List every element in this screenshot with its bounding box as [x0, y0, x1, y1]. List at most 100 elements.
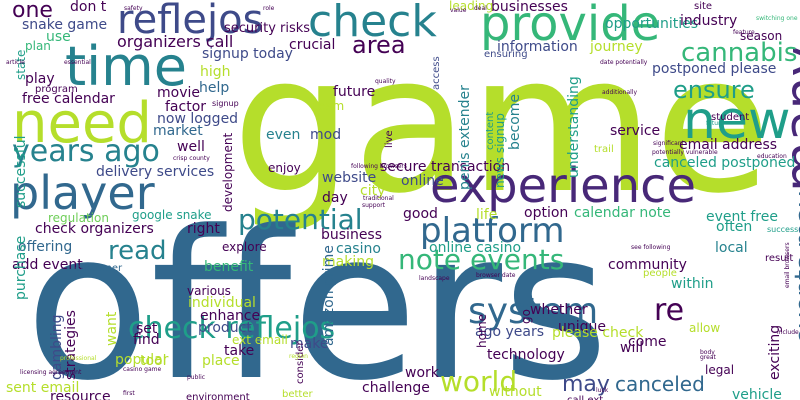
word-amazon-prime: amazon prime: [321, 245, 337, 346]
word-option: option: [524, 205, 569, 221]
word-home: home: [475, 313, 489, 348]
word-community: community: [608, 257, 687, 273]
word-leading: leading: [449, 0, 494, 13]
word-opportunities: opportunities: [605, 16, 699, 32]
word-city: city: [360, 183, 386, 199]
word-whether: whether: [530, 302, 588, 318]
word-online-casino: online casino: [429, 240, 522, 256]
word-team: team: [313, 99, 345, 113]
word-even: even: [266, 127, 301, 143]
word-luck: luck: [596, 387, 609, 394]
word-popular: popular: [115, 352, 169, 368]
word-signup-today: signup today: [202, 46, 293, 62]
word-canceled-postponed: canceled postponed: [654, 155, 796, 171]
word-unique: unique: [558, 319, 607, 335]
word-website: website: [322, 170, 377, 186]
word-day: day: [322, 190, 348, 206]
word-crisp-county: crisp county: [173, 155, 210, 162]
word-journey: journey: [590, 39, 643, 55]
word-postponed-please: postponed please: [652, 61, 777, 77]
word-world: world: [440, 365, 518, 398]
word-may: may: [562, 372, 610, 397]
word-browser-date: browser date: [476, 272, 516, 279]
word-market: market: [153, 123, 203, 139]
word-signup: signup: [212, 99, 239, 108]
word-safety: safety: [124, 5, 143, 12]
word-body: body: [700, 349, 715, 356]
word-trail: trail: [594, 144, 614, 155]
word-consider: consider: [295, 341, 306, 384]
word-place: place: [202, 353, 240, 369]
word-ensure: ensure: [673, 76, 755, 104]
word-quality: quality: [375, 78, 396, 85]
word-education: education: [757, 153, 787, 160]
word-role: role: [263, 5, 275, 12]
word-please-check: please check: [552, 325, 644, 341]
word-support: support: [362, 202, 386, 209]
word-note-events: note events: [398, 243, 565, 276]
word-google-snake: google snake: [132, 208, 212, 222]
word-crucial: crucial: [289, 37, 336, 53]
word-industry: industry: [680, 13, 738, 29]
word-check-reflejos: check reflejos: [128, 311, 336, 346]
word-high: high: [200, 64, 231, 80]
word-people: people: [643, 268, 677, 279]
word-event-free: event free: [706, 209, 778, 225]
word-value: value: [450, 7, 467, 14]
word-deal: deal: [474, 5, 487, 12]
word-essential: essential: [64, 59, 91, 66]
word-often: often: [716, 219, 753, 235]
word-development: development: [221, 132, 235, 212]
word-feature: feature: [733, 29, 755, 36]
word-email-browsers: email browsers: [784, 242, 791, 288]
word-access: access: [431, 56, 442, 90]
word-want: want: [104, 311, 120, 346]
word-snake-game: snake game: [22, 17, 108, 33]
word-help: help: [199, 80, 230, 96]
word-well: well: [177, 139, 205, 155]
word-technology: technology: [487, 347, 565, 363]
word-licensing-agreement: licensing agreement: [20, 369, 82, 376]
word-ago-years: ago years: [475, 324, 545, 340]
word-casino-game: casino game: [123, 366, 162, 373]
word-factor: factor: [165, 99, 207, 115]
word-good: good: [403, 206, 438, 222]
word-environment: environment: [186, 392, 250, 400]
word-season: season: [740, 29, 783, 43]
word-enhance: enhance: [200, 308, 261, 324]
word-work: work: [405, 365, 439, 381]
word-future: future: [706, 120, 725, 127]
word-public: public: [187, 374, 206, 381]
word-article: article: [6, 59, 25, 66]
word-organizers-call: organizers call: [117, 32, 234, 51]
word-vehicle: vehicle: [732, 387, 782, 400]
word-secure-transaction: secure transaction: [380, 159, 511, 175]
word-program: program: [35, 84, 78, 95]
word-system: system: [468, 291, 599, 332]
word-result: result: [765, 253, 794, 264]
word-game: game: [232, 14, 772, 235]
word-better: better: [282, 389, 313, 400]
word-region: region: [289, 353, 308, 360]
word-product: product: [198, 320, 252, 336]
word-first: first: [123, 390, 135, 397]
word-purchase: purchase: [13, 235, 29, 300]
word-now-logged: now logged: [157, 111, 239, 127]
word-movie: movie: [157, 85, 200, 101]
word-calendar-note: calendar note: [574, 205, 671, 221]
word-content: content: [485, 111, 496, 150]
word-site: site: [694, 1, 713, 12]
word-businesses: businesses: [491, 0, 568, 15]
word-future: future: [333, 84, 376, 100]
word-individual: individual: [188, 295, 256, 311]
word-local: local: [715, 240, 748, 256]
word-offers: offers: [25, 188, 609, 400]
word-explore: explore: [222, 240, 267, 254]
word-add-event: add event: [12, 257, 83, 273]
word-information: information: [497, 39, 578, 55]
word-significant: significant: [653, 140, 684, 147]
word-use: use: [46, 29, 71, 45]
word-following-browsers: following browsers: [351, 163, 408, 170]
word-online: online: [401, 173, 444, 189]
